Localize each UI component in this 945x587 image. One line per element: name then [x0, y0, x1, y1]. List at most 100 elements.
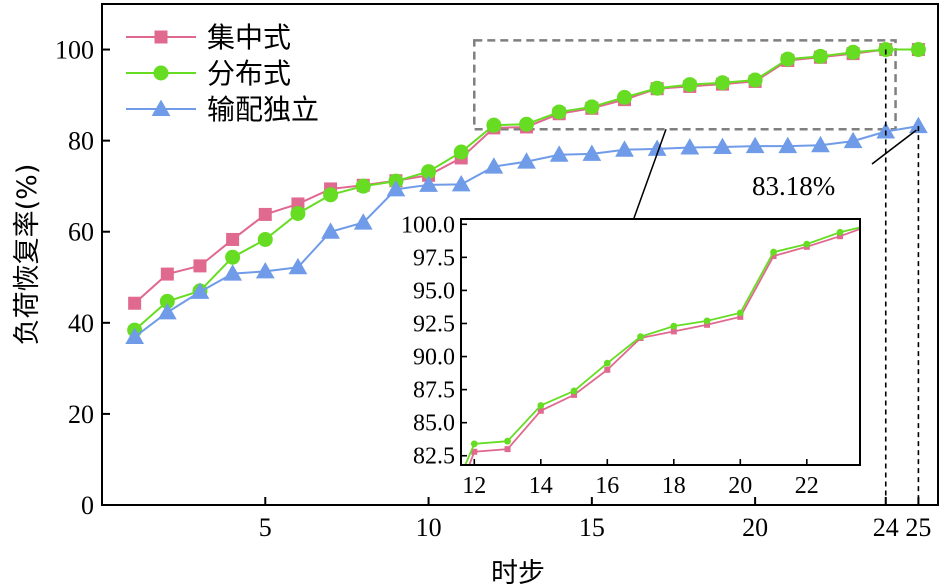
inset-data-point [770, 248, 777, 256]
inset-data-point [670, 328, 677, 335]
inset-data-point [770, 253, 777, 260]
data-point [353, 213, 373, 230]
inset-y-tick-label: 100.0 [401, 212, 455, 238]
inset-y-tick-label: 85.0 [413, 411, 455, 437]
data-point [159, 293, 175, 309]
zoom-box-layer [473, 39, 897, 131]
legend-marker [153, 65, 169, 81]
inset-data-point [537, 402, 545, 409]
annotation-pointer [871, 129, 917, 165]
data-point [355, 178, 371, 194]
data-point [421, 164, 437, 180]
y-axis-label: 负荷恢复率(%) [12, 164, 43, 346]
data-point [288, 257, 308, 275]
data-point [584, 99, 600, 115]
data-point [290, 206, 306, 222]
data-point [257, 231, 273, 247]
inset-data-point [604, 366, 611, 373]
legend-label: 集中式 [207, 21, 291, 54]
data-point [125, 327, 145, 344]
inset-data-point [470, 440, 478, 448]
data-point [647, 139, 667, 156]
legend-entry-2: 分布式 [126, 57, 291, 90]
x-axis-label: 时步 [491, 558, 545, 587]
data-point [682, 77, 698, 93]
data-point [258, 207, 272, 221]
inset-x-tick-label: 20 [728, 473, 752, 499]
inset-x-tick-label: 18 [662, 473, 686, 499]
data-point [549, 145, 569, 162]
data-point [484, 157, 504, 174]
inset-data-point [737, 313, 744, 320]
inset-data-point [670, 322, 678, 330]
inset-data-point [837, 233, 844, 240]
data-point [517, 152, 536, 169]
inset-chart: 82.5 85.0 87.5 90.0 92.5 95.0 97.5 100.0 12 14 16 1… [401, 128, 877, 499]
inset-data-point [571, 391, 578, 398]
x-tick-label: 25 [905, 513, 931, 542]
inset-background [461, 219, 860, 465]
x-tick-label: 15 [579, 513, 605, 542]
data-point [714, 75, 730, 91]
guide-lines-layer [884, 49, 920, 505]
data-point [128, 296, 142, 310]
data-point [451, 174, 471, 192]
y-tick-label: 20 [68, 400, 94, 429]
inset-data-point [537, 407, 544, 414]
data-point [255, 261, 275, 279]
data-point [160, 267, 174, 281]
inset-x-tick-label: 12 [462, 473, 486, 499]
legend-entry-1: 集中式 [126, 21, 291, 54]
inset-series-line-2 [464, 226, 860, 465]
inset-series-1 [468, 228, 860, 465]
annotation-layer: 83.18% [752, 129, 917, 201]
data-point [582, 144, 602, 161]
inset-data-point [704, 321, 711, 328]
data-point [680, 138, 700, 155]
inset-data-point [504, 437, 511, 445]
inset-y-tick-label: 87.5 [413, 378, 455, 404]
inset-data-point [603, 359, 611, 367]
inset-series-2 [464, 221, 877, 465]
inset-data-point [836, 228, 844, 236]
data-point [615, 140, 634, 157]
y-tick-label: 0 [81, 491, 94, 520]
inset-x-tick-label: 22 [795, 473, 819, 499]
data-point [845, 44, 861, 60]
data-point [323, 187, 339, 203]
main-axes: 0 20 40 60 80 100 5 10 15 20 24 25 [55, 3, 939, 542]
legend-entry-3: 输配独立 [126, 93, 319, 126]
inset-y-tick-label: 95.0 [413, 278, 455, 304]
legend-marker [151, 99, 171, 117]
data-point [193, 259, 207, 273]
data-point [812, 48, 828, 64]
zoom-box [473, 39, 897, 131]
main-series-layer [125, 42, 928, 344]
x-tick-label: 24 [873, 513, 899, 542]
x-tick-label: 5 [259, 513, 272, 542]
y-tick-label: 60 [68, 218, 94, 247]
inset-data-point [870, 221, 877, 228]
inset-y-tick-label: 90.0 [413, 345, 455, 371]
series-3 [125, 116, 928, 344]
data-point [453, 144, 469, 160]
y-tick-label: 80 [68, 127, 94, 156]
data-point [843, 131, 863, 149]
data-point [519, 116, 535, 132]
data-point [486, 117, 502, 133]
inset-data-point [637, 333, 644, 341]
x-tick-label: 20 [742, 513, 768, 542]
inset-data-point [504, 446, 511, 453]
inset-frame [460, 218, 861, 466]
inset-y-tick-label: 92.5 [413, 311, 455, 337]
inset-connector [633, 128, 667, 219]
data-point [419, 175, 438, 192]
inset-data-point [736, 309, 744, 317]
data-point [909, 116, 928, 134]
inset-series-line-1 [468, 228, 860, 465]
data-point [157, 302, 177, 320]
y-tick-label: 100 [55, 36, 94, 65]
inset-data-point [471, 448, 478, 455]
